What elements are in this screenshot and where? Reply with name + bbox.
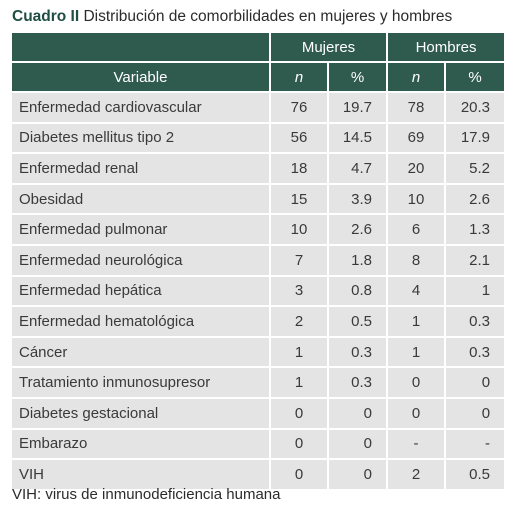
cell-men-n: 0	[386, 368, 445, 399]
cell-women-pct: 3.9	[327, 184, 387, 216]
header-women-n: n	[269, 63, 327, 93]
cell-variable: Tratamiento inmunosupresor	[12, 368, 269, 399]
cell-women-pct: 0.3	[327, 368, 387, 399]
cell-women-n: 0	[269, 398, 327, 430]
cell-men-n: 69	[386, 123, 445, 155]
table-row: Enfermedad pulmonar 10 2.6 6 1.3	[12, 215, 505, 246]
cell-variable: Diabetes gestacional	[12, 398, 269, 430]
header-women-pct: %	[327, 63, 387, 93]
cell-women-pct: 14.5	[327, 123, 387, 155]
cell-men-pct: -	[444, 429, 505, 461]
cell-men-pct: 0.3	[444, 337, 505, 369]
table-row: Cáncer 1 0.3 1 0.3	[12, 337, 505, 369]
header-empty-cell	[12, 33, 269, 63]
table-row: Obesidad 15 3.9 10 2.6	[12, 184, 505, 216]
cell-women-n: 0	[269, 460, 327, 491]
cell-variable: Enfermedad hematológica	[12, 307, 269, 338]
cell-men-n: -	[386, 429, 445, 461]
cell-men-pct: 1	[444, 276, 505, 308]
cell-women-n: 10	[269, 215, 327, 246]
table-row: Diabetes gestacional 0 0 0 0	[12, 398, 505, 430]
cell-variable: Cáncer	[12, 337, 269, 369]
cell-women-n: 18	[269, 154, 327, 185]
cell-variable: Enfermedad cardiovascular	[12, 93, 269, 124]
table-row: Diabetes mellitus tipo 2 56 14.5 69 17.9	[12, 123, 505, 155]
cell-men-pct: 2.1	[444, 245, 505, 277]
table-header: Mujeres Hombres Variable n % n %	[12, 33, 505, 93]
header-row-columns: Variable n % n %	[12, 63, 505, 93]
table-caption-title: Distribución de comorbilidades en mujere…	[83, 8, 453, 25]
cell-women-pct: 0	[327, 429, 387, 461]
cell-women-pct: 0	[327, 398, 387, 430]
cell-women-pct: 4.7	[327, 154, 387, 185]
cell-men-n: 1	[386, 337, 445, 369]
cell-women-n: 56	[269, 123, 327, 155]
cell-men-n: 20	[386, 154, 445, 185]
cell-variable: Obesidad	[12, 184, 269, 216]
cell-variable: Diabetes mellitus tipo 2	[12, 123, 269, 155]
table-row: Tratamiento inmunosupresor 1 0.3 0 0	[12, 368, 505, 399]
header-men-n: n	[386, 63, 445, 93]
header-group-women: Mujeres	[269, 33, 387, 63]
cell-women-pct: 19.7	[327, 93, 387, 124]
table-body: Enfermedad cardiovascular 76 19.7 78 20.…	[12, 93, 505, 491]
header-men-pct: %	[444, 63, 505, 93]
comorbidities-table: Mujeres Hombres Variable n % n % Enferme…	[12, 33, 505, 491]
cell-women-n: 3	[269, 276, 327, 308]
cell-men-pct: 5.2	[444, 154, 505, 185]
cell-men-n: 6	[386, 215, 445, 246]
cell-men-pct: 0	[444, 368, 505, 399]
cell-men-n: 1	[386, 307, 445, 338]
cell-men-pct: 1.3	[444, 215, 505, 246]
cell-variable: Enfermedad hepática	[12, 276, 269, 308]
table-row: Enfermedad hepática 3 0.8 4 1	[12, 276, 505, 308]
cell-women-n: 15	[269, 184, 327, 216]
table-row: Enfermedad renal 18 4.7 20 5.2	[12, 154, 505, 185]
cell-women-pct: 0	[327, 460, 387, 491]
cell-men-pct: 0.5	[444, 460, 505, 491]
header-variable: Variable	[12, 63, 269, 93]
cell-variable: Enfermedad neurológica	[12, 245, 269, 277]
cell-women-n: 1	[269, 368, 327, 399]
cell-women-pct: 0.3	[327, 337, 387, 369]
cell-men-n: 8	[386, 245, 445, 277]
cell-women-n: 1	[269, 337, 327, 369]
cell-variable: Enfermedad pulmonar	[12, 215, 269, 246]
cell-variable: VIH	[12, 460, 269, 491]
cell-men-n: 78	[386, 93, 445, 124]
cell-women-n: 0	[269, 429, 327, 461]
cell-women-n: 76	[269, 93, 327, 124]
cell-men-n: 4	[386, 276, 445, 308]
header-group-men: Hombres	[386, 33, 505, 63]
table-row: Enfermedad hematológica 2 0.5 1 0.3	[12, 307, 505, 338]
table-row: Embarazo 0 0 - -	[12, 429, 505, 461]
cell-men-pct: 2.6	[444, 184, 505, 216]
cell-women-pct: 0.5	[327, 307, 387, 338]
table-row: Enfermedad neurológica 7 1.8 8 2.1	[12, 245, 505, 277]
cell-women-pct: 1.8	[327, 245, 387, 277]
cell-women-n: 7	[269, 245, 327, 277]
cell-men-pct: 17.9	[444, 123, 505, 155]
table-caption: Cuadro II Distribución de comorbilidades…	[12, 8, 452, 26]
header-row-groups: Mujeres Hombres	[12, 33, 505, 63]
cell-variable: Embarazo	[12, 429, 269, 461]
cell-women-pct: 2.6	[327, 215, 387, 246]
cell-women-pct: 0.8	[327, 276, 387, 308]
cell-men-pct: 20.3	[444, 93, 505, 124]
cell-men-n: 2	[386, 460, 445, 491]
cell-men-pct: 0	[444, 398, 505, 430]
cell-men-n: 10	[386, 184, 445, 216]
cell-men-pct: 0.3	[444, 307, 505, 338]
cell-men-n: 0	[386, 398, 445, 430]
cell-women-n: 2	[269, 307, 327, 338]
cell-variable: Enfermedad renal	[12, 154, 269, 185]
table-footnote: VIH: virus de inmunodeficiencia humana	[12, 486, 281, 503]
table-row: VIH 0 0 2 0.5	[12, 460, 505, 491]
table-row: Enfermedad cardiovascular 76 19.7 78 20.…	[12, 93, 505, 124]
table-caption-label: Cuadro II	[12, 8, 80, 25]
